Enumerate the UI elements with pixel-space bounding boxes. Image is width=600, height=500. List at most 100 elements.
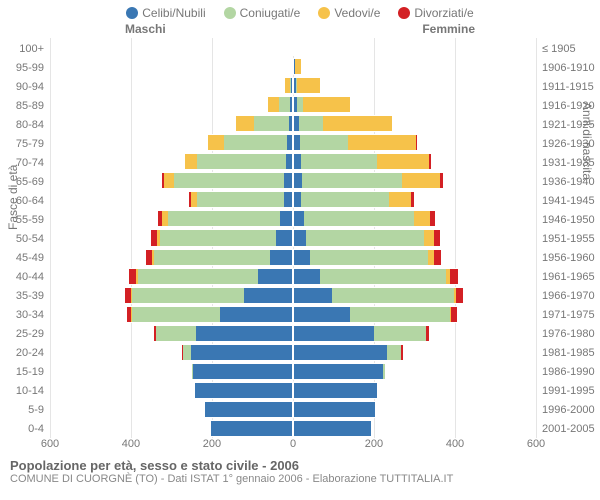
bar-segment (430, 211, 435, 226)
male-bar (161, 172, 293, 189)
bar-segment (429, 154, 431, 169)
bar-segment (294, 288, 332, 303)
age-row (50, 362, 536, 381)
age-row (50, 381, 536, 400)
chart-title: Popolazione per età, sesso e stato civil… (10, 458, 590, 473)
bar-segment (244, 288, 292, 303)
birth-tick: 1966-1970 (542, 287, 600, 306)
bar-segment (224, 135, 287, 150)
birth-tick: 1946-1950 (542, 211, 600, 230)
bar-segment (300, 135, 348, 150)
bar-segment (294, 230, 306, 245)
bar-segment (323, 116, 392, 131)
male-header: Maschi (125, 22, 166, 36)
male-bar (194, 382, 293, 399)
bar-segment (294, 421, 371, 436)
bar-segment (195, 383, 292, 398)
bar-segment (289, 116, 292, 131)
bar-segment (220, 307, 292, 322)
bar-segment (401, 345, 402, 360)
bar-segment (301, 192, 389, 207)
female-bar (293, 306, 458, 323)
age-tick: 25-29 (0, 325, 44, 344)
bar-segment (426, 326, 429, 341)
female-bar (293, 191, 415, 208)
bar-segment (295, 59, 301, 74)
bar-segment (301, 154, 377, 169)
legend-dot-icon (126, 7, 138, 19)
birth-tick: 1981-1985 (542, 344, 600, 363)
female-bar (293, 363, 386, 380)
legend-dot-icon (224, 7, 236, 19)
x-tick: 200 (365, 438, 383, 450)
legend: Celibi/NubiliConiugati/eVedovi/eDivorzia… (0, 0, 600, 22)
bar-segment (294, 326, 374, 341)
female-bar (293, 39, 295, 56)
x-tick: 600 (41, 438, 59, 450)
female-bar (293, 382, 378, 399)
birth-tick: 1986-1990 (542, 363, 600, 382)
age-row (50, 324, 536, 343)
bar-segment (387, 345, 401, 360)
bar-segment (258, 269, 292, 284)
age-tick: 85-89 (0, 97, 44, 116)
bar-segment (294, 192, 301, 207)
bar-segment (294, 364, 383, 379)
chart-subtitle: COMUNE DI CUORGNÈ (TO) - Dati ISTAT 1° g… (10, 473, 590, 485)
bar-segment (205, 402, 292, 417)
female-bar (293, 96, 351, 113)
bar-segment (156, 326, 196, 341)
bar-segment (132, 307, 220, 322)
birth-tick: 1941-1945 (542, 192, 600, 211)
male-bar (124, 287, 293, 304)
legend-label: Divorziati/e (414, 6, 473, 20)
bar-segment (279, 97, 290, 112)
male-bar (184, 153, 293, 170)
bar-segment (414, 211, 430, 226)
bar-segment (294, 402, 375, 417)
bar-segment (138, 269, 258, 284)
male-bar (145, 249, 293, 266)
bar-segment (303, 97, 350, 112)
column-headers: Maschi Femmine (0, 22, 600, 38)
bar-segment (132, 288, 244, 303)
birth-tick: 1906-1910 (542, 59, 600, 78)
bar-segment (440, 173, 443, 188)
age-row (50, 152, 536, 171)
age-row (50, 114, 536, 133)
age-row (50, 209, 536, 228)
female-bar (293, 325, 430, 342)
bar-segment (294, 250, 310, 265)
bar-segment (451, 307, 457, 322)
bar-segment (196, 326, 292, 341)
bar-segment (294, 173, 302, 188)
birth-tick: 1976-1980 (542, 325, 600, 344)
legend-item: Celibi/Nubili (126, 6, 205, 20)
birth-tick: ≤ 1905 (542, 40, 600, 59)
male-bar (181, 344, 293, 361)
bar-segment (276, 230, 292, 245)
male-bar (284, 77, 293, 94)
bar-segment (402, 173, 440, 188)
age-row (50, 286, 536, 305)
x-tick: 400 (446, 438, 464, 450)
age-row (50, 419, 536, 438)
male-bar (191, 363, 293, 380)
birth-tick: 1911-1915 (542, 78, 600, 97)
bar-segment (332, 288, 454, 303)
age-tick: 75-79 (0, 135, 44, 154)
legend-label: Vedovi/e (334, 6, 380, 20)
age-row (50, 305, 536, 324)
age-tick: 80-84 (0, 116, 44, 135)
bar-segment (268, 97, 279, 112)
age-row (50, 133, 536, 152)
bar-segment (424, 230, 434, 245)
bar-segment (377, 154, 429, 169)
age-tick: 40-44 (0, 268, 44, 287)
legend-dot-icon (318, 7, 330, 19)
age-tick: 5-9 (0, 401, 44, 420)
age-row (50, 76, 536, 95)
male-bar (126, 306, 293, 323)
y-axis-label-right: Anni di nascita (580, 102, 594, 180)
female-bar (293, 287, 464, 304)
